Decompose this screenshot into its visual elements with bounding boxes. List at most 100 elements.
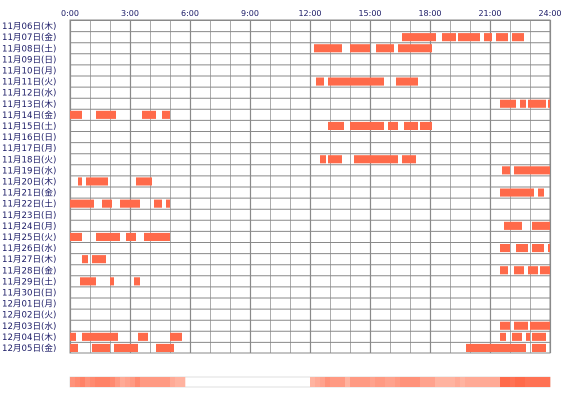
activity-bar bbox=[156, 343, 174, 352]
activity-bar bbox=[162, 110, 170, 119]
activity-bar bbox=[166, 199, 170, 208]
activity-bar bbox=[142, 110, 156, 119]
density-cell bbox=[355, 377, 361, 387]
row-label: 11月10日(月) bbox=[2, 66, 56, 77]
activity-bar bbox=[354, 155, 398, 164]
density-cell bbox=[375, 377, 381, 387]
activity-bar bbox=[70, 232, 82, 241]
density-cell bbox=[460, 377, 466, 387]
row-label: 12月03日(水) bbox=[2, 320, 56, 332]
density-cell bbox=[480, 377, 486, 387]
activity-bar bbox=[328, 155, 342, 164]
x-tick-label: 15:00 bbox=[358, 9, 381, 18]
activity-bar bbox=[70, 199, 94, 208]
x-tick-label: 12:00 bbox=[298, 9, 321, 18]
activity-bar bbox=[134, 277, 140, 286]
activity-bar bbox=[70, 110, 82, 119]
activity-bar bbox=[520, 99, 526, 108]
density-cell bbox=[395, 377, 401, 387]
activity-bar bbox=[526, 332, 530, 341]
activity-bar bbox=[496, 33, 508, 42]
density-cell bbox=[475, 377, 481, 387]
density-cell bbox=[440, 377, 446, 387]
row-label: 11月29日(土) bbox=[2, 275, 56, 287]
density-cell bbox=[75, 377, 81, 387]
activity-bar bbox=[126, 232, 136, 241]
row-label: 11月19日(水) bbox=[2, 164, 56, 176]
x-tick-label: 18:00 bbox=[418, 9, 441, 18]
activity-bar bbox=[154, 199, 162, 208]
row-label: 11月28日(金) bbox=[2, 264, 56, 276]
row-label: 12月02日(火) bbox=[2, 310, 56, 321]
row-label: 11月07日(金) bbox=[2, 31, 56, 43]
density-cell bbox=[90, 377, 96, 387]
density-cell bbox=[450, 377, 456, 387]
activity-bar bbox=[458, 33, 480, 42]
activity-bar bbox=[136, 177, 152, 186]
row-label: 11月25日(火) bbox=[2, 232, 56, 243]
activity-bar bbox=[82, 332, 118, 341]
density-cell bbox=[325, 377, 331, 387]
density-cell bbox=[125, 377, 131, 387]
activity-bar bbox=[80, 277, 96, 286]
density-cell bbox=[110, 377, 116, 387]
density-cell bbox=[505, 377, 511, 387]
activity-bar bbox=[500, 332, 506, 341]
density-cell bbox=[485, 377, 491, 387]
activity-bar bbox=[86, 177, 108, 186]
density-cell bbox=[430, 377, 436, 387]
activity-bar bbox=[396, 77, 418, 86]
activity-bar bbox=[516, 244, 528, 253]
activity-bar bbox=[70, 343, 78, 352]
row-label: 11月21日(金) bbox=[2, 187, 56, 199]
activity-bar bbox=[532, 244, 544, 253]
density-cell bbox=[500, 377, 506, 387]
row-label: 11月12日(水) bbox=[2, 87, 56, 99]
row-label: 11月15日(土) bbox=[2, 120, 56, 132]
density-cell bbox=[120, 377, 126, 387]
density-cell bbox=[345, 377, 351, 387]
row-labels: 11月06日(木)11月07日(金)11月08日(土)11月09日(日)11月1… bbox=[2, 20, 56, 354]
density-cell bbox=[545, 377, 551, 387]
activity-bar bbox=[500, 266, 508, 275]
density-cell bbox=[535, 377, 541, 387]
activity-bar bbox=[548, 244, 550, 253]
row-label: 12月05日(金) bbox=[2, 342, 56, 354]
density-cell bbox=[165, 377, 171, 387]
density-cell bbox=[320, 377, 326, 387]
density-cell bbox=[350, 377, 356, 387]
density-cell bbox=[70, 377, 76, 387]
activity-bar bbox=[500, 99, 516, 108]
activity-bar bbox=[70, 332, 76, 341]
activity-bar bbox=[82, 255, 88, 264]
activity-bar bbox=[170, 332, 182, 341]
activity-bar bbox=[402, 155, 416, 164]
density-cell bbox=[400, 377, 406, 387]
activity-bar bbox=[500, 188, 534, 197]
activity-bar bbox=[138, 332, 148, 341]
activity-bar bbox=[512, 332, 522, 341]
density-cell bbox=[470, 377, 476, 387]
density-cell bbox=[435, 377, 441, 387]
row-label: 12月01日(月) bbox=[2, 299, 56, 310]
activity-bar bbox=[514, 266, 524, 275]
density-cell bbox=[425, 377, 431, 387]
activity-bar bbox=[532, 343, 546, 352]
density-cell bbox=[525, 377, 531, 387]
x-tick-label: 9:00 bbox=[241, 9, 259, 18]
activity-bar bbox=[504, 221, 522, 230]
activity-bar bbox=[540, 266, 550, 275]
density-cell bbox=[465, 377, 471, 387]
activity-bar bbox=[500, 321, 510, 330]
row-label: 11月27日(木) bbox=[2, 253, 56, 265]
activity-bar bbox=[96, 232, 120, 241]
activity-bar bbox=[320, 155, 326, 164]
density-cell bbox=[160, 377, 166, 387]
density-cell bbox=[495, 377, 501, 387]
density-cell bbox=[405, 377, 411, 387]
activity-bar bbox=[532, 221, 550, 230]
density-cell bbox=[415, 377, 421, 387]
x-tick-label: 3:00 bbox=[121, 9, 139, 18]
x-tick-label: 0:00 bbox=[61, 9, 79, 18]
density-cell bbox=[370, 377, 376, 387]
